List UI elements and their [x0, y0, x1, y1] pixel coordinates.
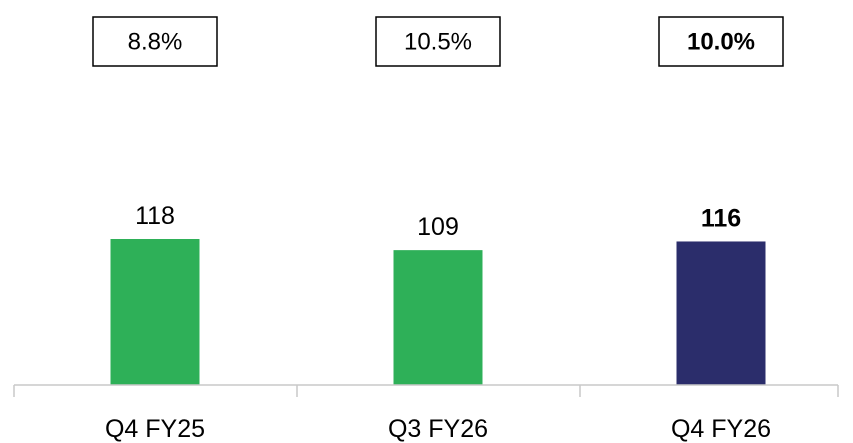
percent-labels: 8.8% 10.5% 10.0% [92, 16, 784, 67]
bar [110, 239, 200, 385]
category-label: Q4 FY26 [671, 415, 771, 443]
percent-label: 10.5% [404, 29, 472, 56]
bar [393, 250, 483, 385]
percent-label-box: 8.8% [92, 16, 218, 67]
percent-box-frame [92, 16, 218, 67]
percent-box-frame [658, 16, 784, 67]
category-labels: Q4 FY25 Q3 FY26 Q4 FY26 [105, 415, 771, 443]
value-label: 116 [701, 204, 741, 232]
percent-label-box: 10.0% [658, 16, 784, 67]
bars [110, 239, 766, 385]
value-label: 109 [417, 213, 459, 241]
percent-box-frame [375, 16, 501, 67]
percent-label: 8.8% [128, 29, 183, 56]
x-axis [13, 384, 839, 397]
percent-label-box: 10.5% [375, 16, 501, 67]
category-label: Q3 FY26 [388, 415, 488, 443]
bar [676, 241, 766, 385]
category-label: Q4 FY25 [105, 415, 205, 443]
value-label: 118 [135, 202, 175, 230]
percent-label: 10.0% [687, 29, 755, 56]
value-labels: 118 109 116 [135, 202, 741, 241]
